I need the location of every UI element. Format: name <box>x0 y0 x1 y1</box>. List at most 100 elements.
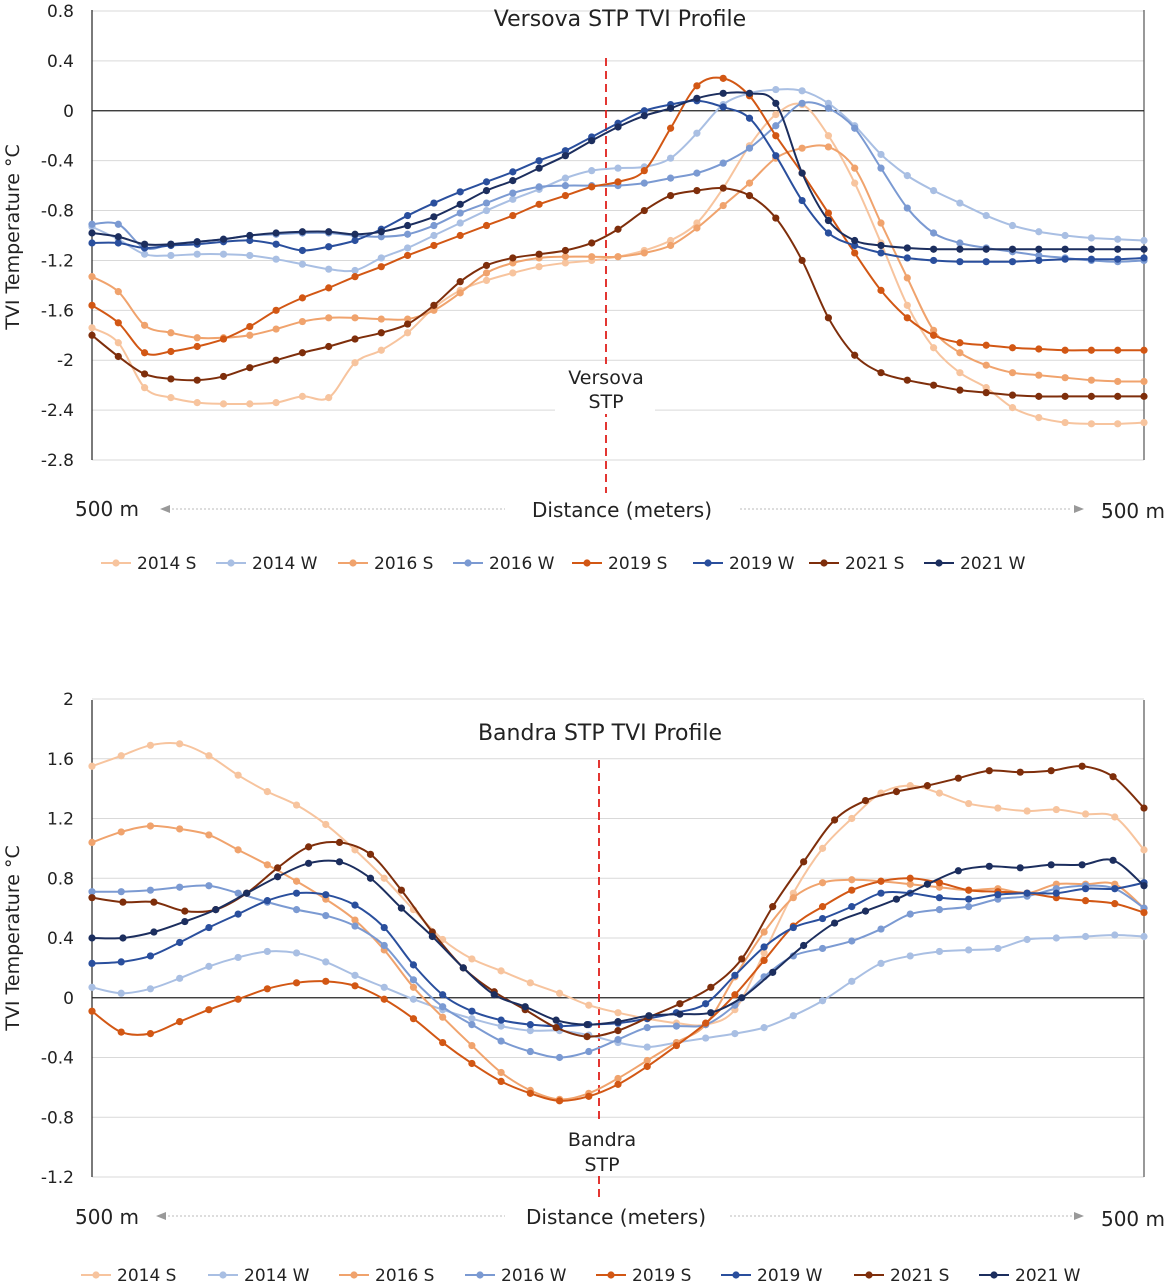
versova-y-axis-label: TVI Temperature °C <box>2 144 24 330</box>
data-point <box>830 919 839 927</box>
data-point <box>193 334 201 342</box>
data-point <box>404 329 412 337</box>
data-point <box>982 389 990 397</box>
data-point <box>561 191 570 200</box>
data-point <box>555 1097 564 1105</box>
data-point <box>903 376 911 384</box>
data-point <box>274 873 282 881</box>
data-point <box>994 891 1002 899</box>
data-point <box>848 876 856 884</box>
data-point <box>614 253 622 261</box>
data-point <box>366 850 375 858</box>
data-point <box>707 983 715 991</box>
data-point <box>1035 251 1043 260</box>
legend-item: 2021 S <box>809 554 904 574</box>
data-point <box>146 822 155 830</box>
y-tick-label: 0.4 <box>47 52 74 72</box>
data-point <box>117 958 125 966</box>
data-point <box>1087 234 1095 242</box>
data-point <box>119 898 127 906</box>
data-point <box>789 952 797 960</box>
data-point <box>1081 897 1090 905</box>
data-point <box>643 1043 651 1051</box>
data-point <box>1008 369 1017 377</box>
data-point <box>731 991 739 999</box>
legend-marker <box>732 1271 740 1279</box>
data-point <box>219 235 228 243</box>
data-point <box>351 236 359 245</box>
data-point <box>482 269 491 277</box>
data-point <box>798 256 806 265</box>
data-point <box>702 1000 710 1008</box>
data-point <box>818 903 827 911</box>
data-point <box>614 1074 622 1083</box>
legend-label: 2021 S <box>890 1266 949 1286</box>
data-point <box>588 137 596 145</box>
legend-item: 2014 S <box>81 1266 176 1286</box>
data-point <box>1035 413 1043 422</box>
bandra-distance-label-bg <box>505 1201 727 1231</box>
data-point <box>526 1027 534 1035</box>
versova-left-distance-label: 500 m <box>75 497 139 521</box>
data-point <box>88 331 96 339</box>
data-point <box>205 1006 213 1014</box>
data-point <box>243 889 251 897</box>
data-point <box>219 335 228 343</box>
data-point <box>1111 813 1119 821</box>
data-point <box>667 241 675 250</box>
data-point <box>1087 392 1095 400</box>
data-point <box>906 880 914 888</box>
data-point <box>205 962 213 970</box>
data-point <box>1109 773 1117 781</box>
data-point <box>176 825 184 833</box>
data-point <box>88 239 96 247</box>
data-point <box>588 239 596 247</box>
data-point <box>219 400 228 408</box>
data-point <box>366 874 375 882</box>
data-point <box>1087 255 1095 263</box>
data-point <box>561 147 570 155</box>
data-point <box>1035 392 1043 400</box>
bandra-y-axis-label: TVI Temperature °C <box>2 845 24 1031</box>
series-2021-s <box>88 184 1148 400</box>
y-tick-label: -0.8 <box>41 1108 74 1128</box>
data-point <box>707 1009 715 1017</box>
data-point <box>482 221 491 230</box>
data-point <box>1140 392 1148 400</box>
y-tick-label: 1.6 <box>47 750 74 770</box>
data-point <box>404 211 412 220</box>
data-point <box>1081 810 1090 818</box>
data-point <box>205 831 213 839</box>
legend-label: 2014 W <box>244 1266 310 1286</box>
data-point <box>789 923 797 932</box>
data-point <box>497 1022 505 1030</box>
legend-label: 2014 S <box>137 554 196 574</box>
data-point <box>1008 221 1017 230</box>
data-point <box>848 937 856 945</box>
data-point <box>497 1037 505 1045</box>
data-point <box>526 1047 534 1056</box>
data-point <box>468 1059 476 1068</box>
data-point <box>146 952 155 960</box>
data-point <box>1140 804 1148 812</box>
data-point <box>818 914 827 923</box>
data-point <box>824 314 833 322</box>
data-point <box>219 372 228 381</box>
data-point <box>430 241 438 250</box>
data-point <box>246 231 254 240</box>
data-point <box>117 828 125 836</box>
data-point <box>1081 885 1090 893</box>
data-point <box>1111 885 1119 893</box>
data-point <box>430 301 438 309</box>
data-point <box>114 339 122 347</box>
data-point <box>1140 846 1148 854</box>
data-point <box>88 229 96 237</box>
data-point <box>614 178 622 186</box>
data-point <box>798 87 806 95</box>
data-point <box>982 245 990 253</box>
data-point <box>906 952 914 960</box>
data-point <box>1061 255 1069 263</box>
legend-label: 2021 W <box>960 554 1026 574</box>
data-point <box>234 771 242 779</box>
